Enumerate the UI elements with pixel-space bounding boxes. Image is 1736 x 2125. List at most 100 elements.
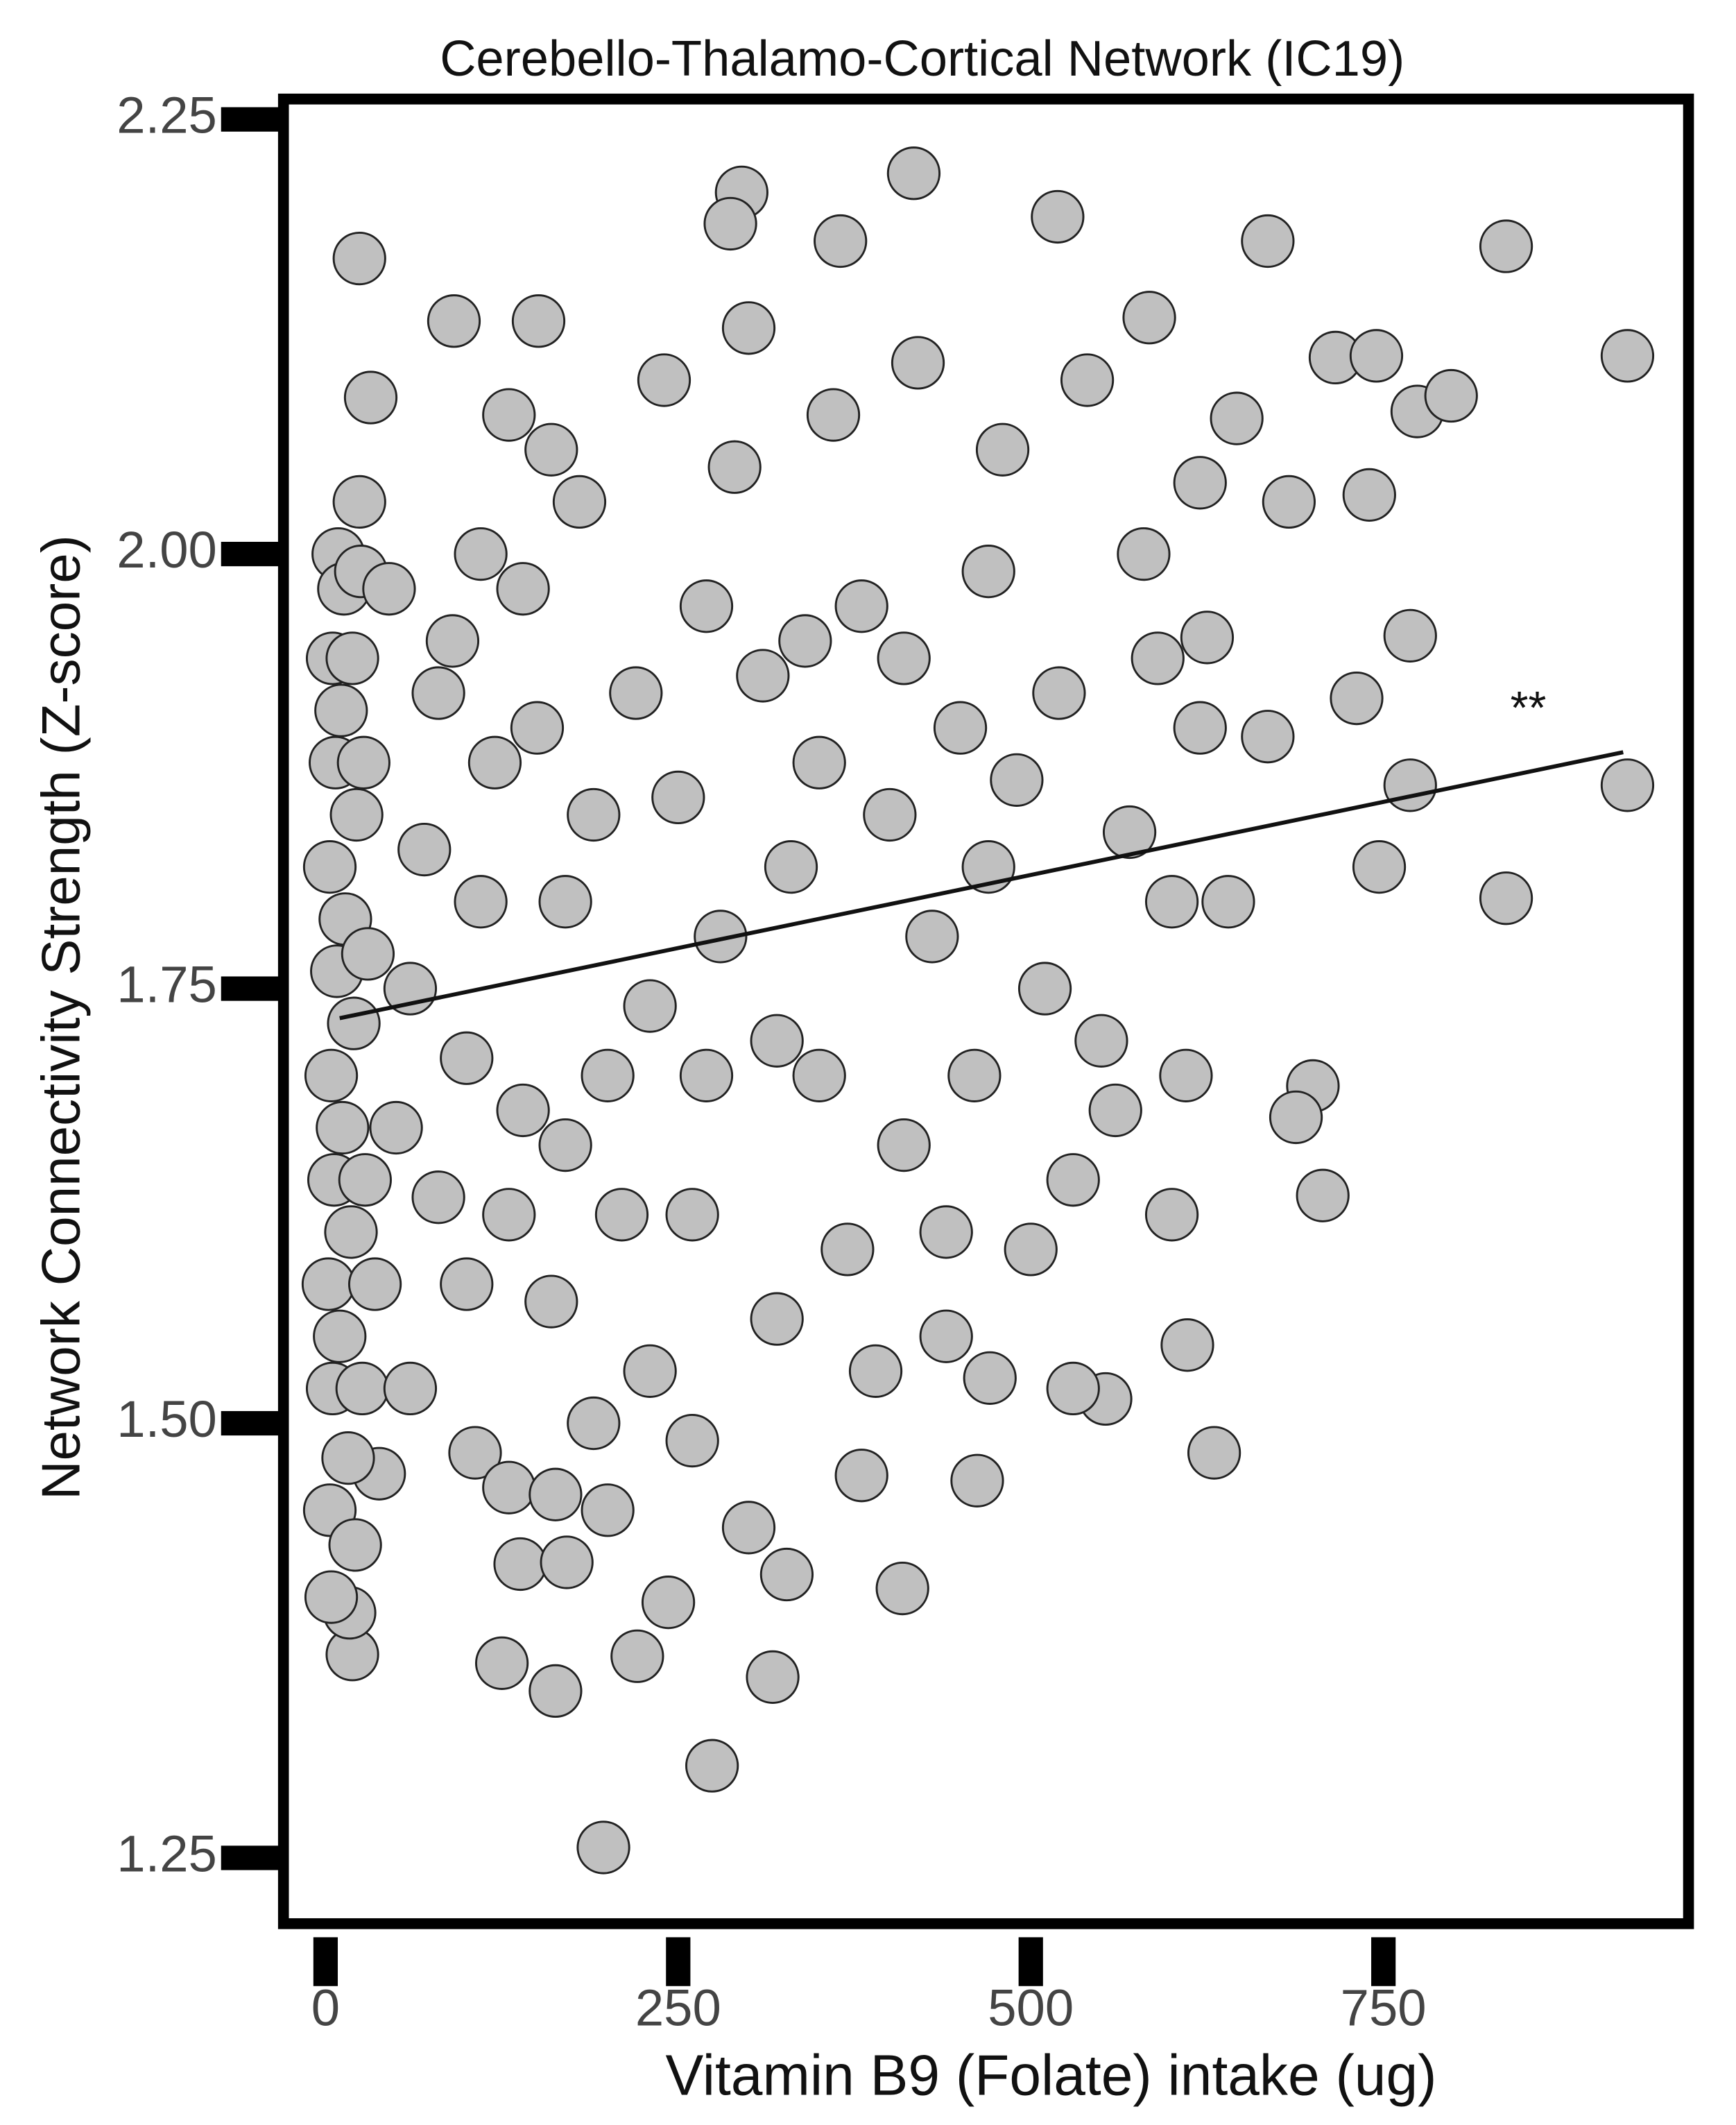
data-point <box>1074 1014 1128 1068</box>
data-point <box>1160 1318 1214 1372</box>
data-point <box>329 787 384 842</box>
data-point <box>891 336 945 390</box>
data-point <box>313 1309 367 1363</box>
data-point <box>641 1576 696 1630</box>
data-point <box>524 423 578 477</box>
data-point <box>581 1483 635 1537</box>
data-point <box>1349 329 1404 383</box>
data-point <box>528 1467 583 1521</box>
data-point <box>467 735 522 790</box>
data-point <box>990 753 1044 807</box>
x-tick-label: 750 <box>1341 1979 1427 2037</box>
data-point <box>328 1518 382 1572</box>
data-point <box>1479 871 1533 925</box>
data-point <box>325 631 379 685</box>
data-point <box>1479 219 1533 273</box>
data-point <box>440 1257 494 1311</box>
data-point <box>792 1048 846 1102</box>
data-point <box>1122 291 1176 345</box>
y-tick-label: 1.50 <box>117 1390 217 1448</box>
data-point <box>1088 1083 1142 1138</box>
data-point <box>338 1153 392 1207</box>
data-point <box>528 1664 583 1718</box>
data-point <box>623 979 677 1033</box>
data-point <box>510 701 565 755</box>
data-point <box>759 1547 814 1602</box>
y-tick-label: 2.25 <box>117 87 217 144</box>
data-point <box>1159 1048 1213 1102</box>
data-point <box>332 475 386 529</box>
data-point <box>778 614 832 668</box>
data-point <box>482 1188 536 1242</box>
data-point <box>933 701 988 755</box>
data-point <box>694 910 748 964</box>
data-point <box>963 1351 1017 1405</box>
data-point <box>324 1205 378 1259</box>
data-point <box>594 1188 649 1242</box>
data-point <box>877 631 931 685</box>
data-point <box>440 1031 494 1085</box>
plot-frame <box>277 93 1694 1929</box>
x-tick-label: 250 <box>635 1979 721 2037</box>
data-point <box>1131 631 1185 685</box>
data-point <box>576 1820 630 1875</box>
data-point <box>875 1561 929 1616</box>
data-point <box>1383 608 1437 663</box>
data-point <box>383 1361 438 1416</box>
data-point <box>806 388 861 442</box>
data-point <box>820 1222 875 1277</box>
data-point <box>304 1570 359 1624</box>
data-point <box>746 1650 800 1705</box>
data-point <box>721 1501 776 1555</box>
data-point <box>1241 214 1295 268</box>
data-point <box>975 423 1030 477</box>
data-point <box>637 353 691 407</box>
x-tick-label: 0 <box>311 1979 340 2037</box>
data-point <box>552 475 607 529</box>
data-point <box>1424 368 1478 423</box>
data-point <box>623 1344 677 1398</box>
data-point <box>343 370 398 425</box>
data-point <box>665 1188 719 1242</box>
data-point <box>1032 666 1086 720</box>
data-point <box>1173 456 1227 510</box>
y-tick <box>221 541 284 567</box>
data-point <box>336 735 390 790</box>
data-point <box>707 440 762 494</box>
data-point <box>834 1449 888 1503</box>
data-point <box>411 1170 465 1224</box>
data-point <box>1330 671 1384 726</box>
data-point <box>454 875 508 929</box>
data-point <box>1173 701 1227 755</box>
data-point <box>1187 1426 1241 1480</box>
x-tick <box>1371 1937 1396 1986</box>
data-point <box>335 1361 389 1416</box>
data-point <box>332 231 386 286</box>
y-tick-label: 1.25 <box>117 1825 217 1883</box>
data-point <box>1144 1188 1199 1242</box>
data-point <box>304 1048 359 1102</box>
data-point <box>496 562 550 616</box>
data-point <box>302 840 357 894</box>
data-point <box>1383 758 1437 812</box>
data-point <box>834 579 888 633</box>
data-point <box>886 146 941 200</box>
data-point <box>877 1118 931 1172</box>
data-point <box>1031 189 1085 244</box>
data-point <box>848 1344 903 1398</box>
data-point <box>425 614 480 668</box>
data-point <box>314 683 368 737</box>
data-point <box>482 388 536 442</box>
data-point <box>1241 710 1295 764</box>
data-point <box>496 1083 550 1138</box>
data-point <box>609 666 663 720</box>
data-point <box>427 294 481 348</box>
data-point <box>1102 805 1157 860</box>
data-point <box>538 875 592 929</box>
x-axis-label: Vitamin B9 (Folate) intake (ug) <box>665 2044 1436 2107</box>
data-point <box>1046 1153 1100 1207</box>
data-point <box>1352 840 1407 894</box>
data-point <box>397 822 452 877</box>
points <box>301 146 1655 1875</box>
